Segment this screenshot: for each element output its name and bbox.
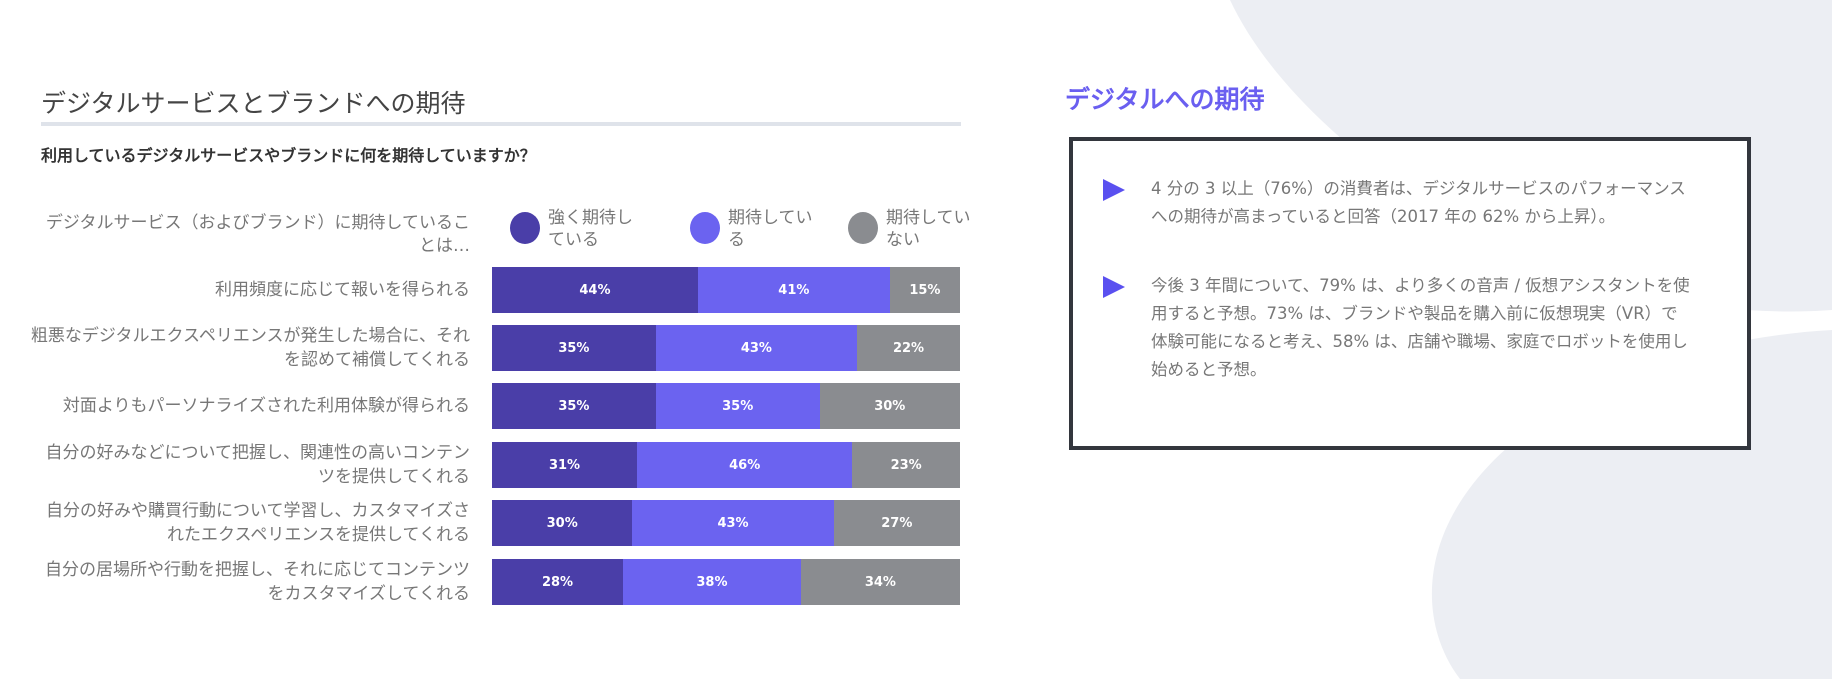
insights-title: デジタルへの期待	[1065, 85, 1265, 114]
legend-label: 強く期待している	[548, 208, 633, 250]
bar-segment: 44%	[492, 267, 698, 313]
bar-segment: 31%	[492, 442, 638, 488]
legend-swatch	[690, 212, 720, 244]
chart-title: デジタルサービスとブランドへの期待	[41, 89, 466, 118]
bar-segment: 30%	[492, 500, 633, 546]
category-label: 対面よりもパーソナライズされた利用体験が得られる	[62, 396, 470, 416]
bar-segment: 46%	[637, 442, 853, 488]
bar-segment: 28%	[492, 559, 624, 605]
bar-segment: 41%	[697, 267, 890, 313]
triangle-bullet-icon	[1103, 276, 1125, 298]
bar-segment: 35%	[492, 325, 656, 371]
stacked-bar: 44% 41% 15%	[492, 267, 960, 313]
insight-text: 今後 3 年間について、79% は、より多くの音声 / 仮想アシスタントを使用す…	[1151, 276, 1690, 379]
triangle-bullet-icon	[1103, 179, 1125, 201]
bar-segment: 38%	[623, 559, 801, 605]
insight-text: 4 分の 3 以上（76%）の消費者は、デジタルサービスのパフォーマンスへの期待…	[1151, 179, 1686, 226]
chart-subtitle: 利用しているデジタルサービスやブランドに何を期待していますか？	[41, 146, 536, 165]
category-label: 自分の居場所や行動を把握し、それに応じてコンテンツをカスタマイズしてくれる	[45, 560, 470, 604]
stacked-bar: 35% 35% 30%	[492, 383, 960, 429]
category-label: 自分の好みや購買行動について学習し、カスタマイズされたエクスペリエンスを提供して…	[46, 501, 470, 545]
legend-item: 期待していない	[848, 207, 986, 251]
bar-segment: 22%	[857, 325, 960, 371]
stacked-bar: 28% 38% 34%	[492, 559, 960, 605]
bar-segment: 23%	[852, 442, 960, 488]
bar-segment: 30%	[819, 383, 960, 429]
legend-item: 期待している	[690, 207, 828, 251]
bar-segment: 15%	[889, 267, 960, 313]
category-label: 利用頻度に応じて報いを得られる	[215, 280, 470, 300]
category-header: デジタルサービス（およびブランド）に期待していることは…	[45, 213, 470, 256]
bar-segment: 34%	[800, 559, 960, 605]
title-divider	[41, 122, 961, 126]
legend-label: 期待していない	[886, 208, 971, 250]
bar-segment: 35%	[655, 383, 820, 429]
bar-segment: 43%	[632, 500, 834, 546]
category-label: 自分の好みなどについて把握し、関連性の高いコンテンツを提供してくれる	[45, 443, 471, 487]
bar-segment: 43%	[655, 325, 858, 371]
bar-segment: 35%	[492, 383, 656, 429]
category-label: 粗悪なデジタルエクスペリエンスが発生した場合に、それを認めて補償してくれる	[30, 326, 470, 370]
stacked-bar: 30% 43% 27%	[492, 500, 960, 546]
stacked-bar: 31% 46% 23%	[492, 442, 960, 488]
legend-swatch	[848, 212, 878, 244]
bar-segment: 27%	[833, 500, 960, 546]
legend-item: 強く期待している	[510, 207, 648, 251]
legend-label: 期待している	[728, 208, 813, 250]
legend-swatch	[510, 212, 540, 244]
insights-box: 4 分の 3 以上（76%）の消費者は、デジタルサービスのパフォーマンスへの期待…	[1069, 137, 1751, 450]
stacked-bar: 35% 43% 22%	[492, 325, 960, 371]
